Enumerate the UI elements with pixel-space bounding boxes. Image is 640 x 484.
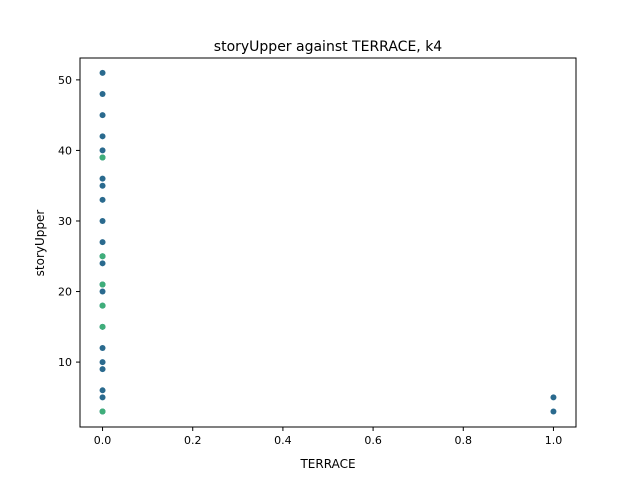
data-point — [99, 196, 106, 203]
data-point — [99, 154, 106, 161]
y-tick-label: 50 — [58, 74, 72, 87]
data-point — [99, 323, 106, 330]
data-point — [99, 239, 106, 246]
data-point — [99, 260, 106, 267]
x-tick-label: 0.8 — [455, 434, 473, 447]
x-tick-label: 0.6 — [364, 434, 382, 447]
y-axis: 10 20 30 40 50 — [58, 74, 80, 369]
x-tick-label: 0.2 — [184, 434, 202, 447]
y-tick-label: 20 — [58, 286, 72, 299]
data-point — [99, 302, 106, 309]
data-point — [99, 344, 106, 351]
data-point — [99, 366, 106, 373]
data-point — [99, 182, 106, 189]
x-tick-label: 0.0 — [94, 434, 112, 447]
y-tick-label: 10 — [58, 356, 72, 369]
x-axis: 0.0 0.2 0.4 0.6 0.8 1.0 — [94, 427, 562, 447]
data-point — [99, 69, 106, 76]
data-point — [99, 394, 106, 401]
data-point — [99, 359, 106, 366]
data-point — [99, 112, 106, 119]
data-point — [550, 408, 557, 415]
data-point — [99, 217, 106, 224]
points-layer — [99, 69, 557, 415]
chart-title: storyUpper against TERRACE, k4 — [214, 39, 443, 55]
data-point — [99, 288, 106, 295]
y-axis-label: storyUpper — [33, 210, 47, 277]
data-point — [99, 408, 106, 415]
plot-frame — [79, 57, 577, 428]
data-point — [99, 175, 106, 182]
data-point — [99, 281, 106, 288]
y-tick-label: 30 — [58, 215, 72, 228]
data-point — [99, 90, 106, 97]
data-point — [99, 133, 106, 140]
data-point — [99, 387, 106, 394]
y-tick-label: 40 — [58, 144, 72, 157]
x-tick-label: 0.4 — [274, 434, 292, 447]
x-tick-label: 1.0 — [545, 434, 563, 447]
x-axis-label: TERRACE — [299, 457, 355, 471]
data-point — [99, 253, 106, 260]
data-point — [550, 394, 557, 401]
data-point — [99, 147, 106, 154]
